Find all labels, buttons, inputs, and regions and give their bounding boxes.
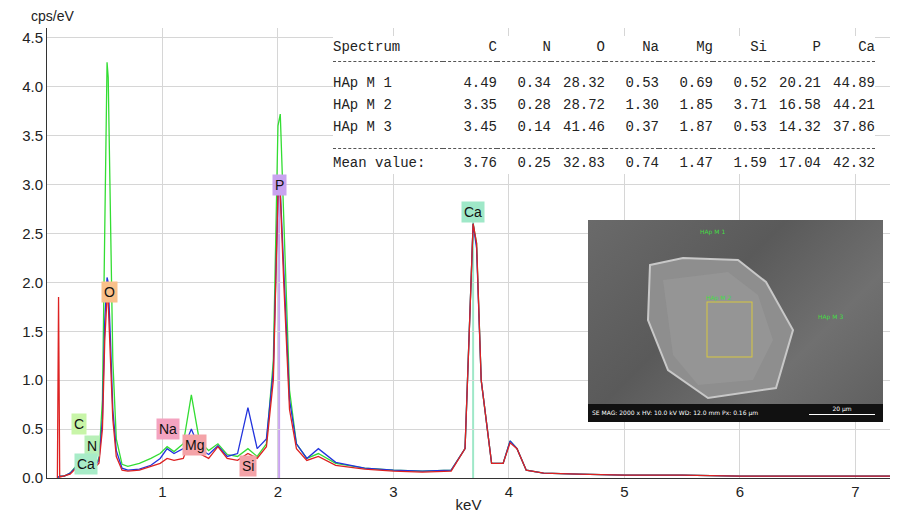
html-text:28.72: 28.72 [563,97,605,113]
svg-text:0.5: 0.5 [22,420,43,437]
svg-text:cps/eV: cps/eV [31,8,74,24]
html-text:0.74: 0.74 [625,155,659,171]
html-text:28.32: 28.32 [563,75,605,91]
svg-text:6: 6 [736,483,744,500]
html-text:Mg: Mg [696,39,713,55]
svg-text:1.5: 1.5 [22,323,43,340]
svg-text:2: 2 [274,483,282,500]
svg-text:7: 7 [851,483,859,500]
svg-text:4.0: 4.0 [22,78,43,95]
svg-text:3.5: 3.5 [22,127,43,144]
html-text:1.85: 1.85 [679,97,713,113]
html-text:P: P [812,39,821,55]
svg-text:C: C [74,416,84,432]
svg-text:N: N [87,438,97,454]
html-text:32.83: 32.83 [563,155,605,171]
svg-text:4: 4 [505,483,513,500]
html-text:17.04: 17.04 [779,155,821,171]
html-text:20 µm: 20 µm [832,405,852,412]
html-text:N: N [542,39,551,55]
html-text:HAp M 2: HAp M 2 [333,97,392,113]
svg-text:keV: keV [456,496,482,513]
html-text:14.32: 14.32 [779,119,821,135]
html-text:3.45: 3.45 [463,119,497,135]
html-text:Si: Si [750,39,767,55]
svg-text:P: P [275,177,284,193]
svg-text:3.0: 3.0 [22,176,43,193]
html-text:0.69: 0.69 [679,75,713,91]
html-text:0.53: 0.53 [733,119,767,135]
html-text:0.53: 0.53 [625,75,659,91]
html-text:HAp M 1: HAp M 1 [333,75,392,91]
html-text:Mean value:: Mean value: [333,155,426,171]
svg-text:0.0: 0.0 [22,469,43,486]
html-text:1.30: 1.30 [625,97,659,113]
html-text:0.37: 0.37 [625,119,659,135]
svg-text:O: O [104,284,115,300]
html-text:0.28: 0.28 [517,97,551,113]
html-text:42.32: 42.32 [833,155,875,171]
html-text:16.58: 16.58 [779,97,821,113]
html-text:0.25: 0.25 [517,155,551,171]
html-text:HAp M 1: HAp M 1 [700,228,726,235]
html-text:37.86: 37.86 [833,119,875,135]
svg-text:5: 5 [620,483,628,500]
html-text:HAp M 3: HAp M 3 [333,119,392,135]
html-text:1.47: 1.47 [679,155,713,171]
html-text:44.21: 44.21 [833,97,875,113]
svg-text:2.5: 2.5 [22,225,43,242]
html-text:44.89: 44.89 [833,75,875,91]
html-text:Spectrum: Spectrum [333,39,401,55]
html-text:3.76: 3.76 [463,155,497,171]
html-text:0.14: 0.14 [517,119,551,135]
html-text:3.71: 3.71 [733,97,767,113]
html-text:1.87: 1.87 [679,119,713,135]
html-text:Ca: Ca [858,39,875,55]
html-text:SE MAG: 2000 x HV: 10.0 kV WD:: SE MAG: 2000 x HV: 10.0 kV WD: 12.0 mm P… [592,409,759,416]
svg-text:Ca: Ca [77,456,95,472]
svg-text:Si: Si [242,458,254,474]
html-text:0.34: 0.34 [517,75,551,91]
svg-text:1: 1 [158,483,166,500]
html-text:HAp M 2: HAp M 2 [706,294,732,301]
svg-text:2.0: 2.0 [22,274,43,291]
html-text:4.49: 4.49 [463,75,497,91]
svg-text:Na: Na [159,421,177,437]
svg-text:3: 3 [389,483,397,500]
svg-text:4.5: 4.5 [22,29,43,46]
html-text:0.52: 0.52 [733,75,767,91]
svg-text:Mg: Mg [185,437,204,453]
html-text:20.21: 20.21 [779,75,821,91]
svg-text:1.0: 1.0 [22,371,43,388]
html-text:C: C [488,39,497,55]
html-text:3.35: 3.35 [463,97,497,113]
html-text:1.59: 1.59 [733,155,767,171]
html-text:HAp M 3: HAp M 3 [818,313,844,320]
html-text:41.46: 41.46 [563,119,605,135]
html-text:Na: Na [642,39,659,55]
svg-text:Ca: Ca [464,204,482,220]
html-text:O: O [596,39,605,55]
